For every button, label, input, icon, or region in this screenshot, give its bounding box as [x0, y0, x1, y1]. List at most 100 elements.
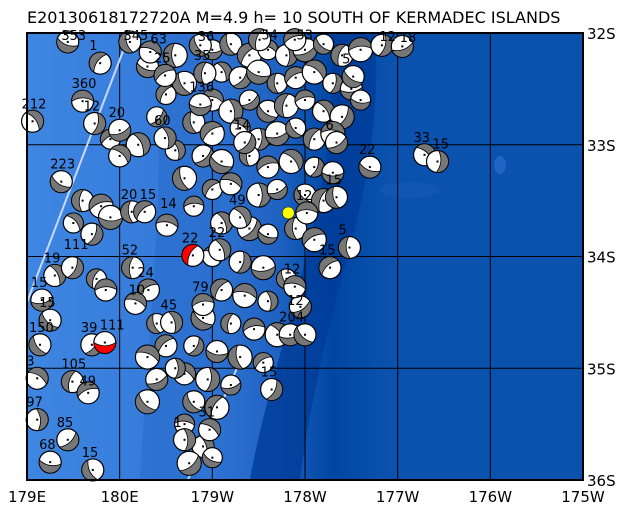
focal-mechanism-beachball[interactable] [201, 178, 223, 201]
focal-mechanism-beachball[interactable] [293, 323, 317, 347]
focal-mechanism-beachball[interactable] [228, 250, 252, 274]
focal-mechanism-beachball[interactable] [341, 64, 365, 89]
focal-mechanism-beachball[interactable] [56, 30, 80, 54]
focal-mechanism-beachball[interactable] [133, 200, 157, 224]
focal-mechanism-beachball[interactable] [28, 333, 52, 357]
focal-mechanism-beachball[interactable] [121, 256, 145, 280]
focal-mechanism-beachball[interactable] [228, 205, 252, 229]
highlighted-beachball[interactable] [181, 243, 205, 267]
focal-mechanism-beachball[interactable] [134, 344, 161, 370]
focal-mechanism-beachball[interactable] [256, 99, 280, 123]
focal-mechanism-beachball[interactable] [60, 370, 85, 394]
focal-mechanism-beachball[interactable] [256, 155, 280, 179]
focal-mechanism-beachball[interactable] [20, 109, 45, 133]
focal-mechanism-beachball[interactable] [232, 283, 258, 309]
focal-mechanism-beachball[interactable] [125, 132, 151, 158]
focal-mechanism-beachball[interactable] [201, 447, 223, 469]
focal-mechanism-beachball[interactable] [324, 185, 349, 209]
focal-mechanism-beachball[interactable] [210, 278, 234, 302]
focal-mechanism-beachball[interactable] [257, 223, 279, 245]
focal-mechanism-beachball[interactable] [324, 130, 349, 155]
focal-mechanism-beachball[interactable] [301, 59, 327, 85]
focal-mechanism-beachball[interactable] [238, 89, 260, 111]
focal-mechanism-beachball[interactable] [153, 63, 177, 88]
focal-mechanism-beachball[interactable] [80, 222, 104, 246]
focal-mechanism-beachball[interactable] [70, 89, 95, 113]
focal-mechanism-beachball[interactable] [266, 72, 288, 94]
focal-mechanism-beachball[interactable] [138, 40, 162, 64]
focal-mechanism-beachball[interactable] [257, 290, 279, 312]
focal-mechanism-beachball[interactable] [242, 317, 266, 341]
focal-mechanism-beachball[interactable] [171, 70, 198, 96]
focal-mechanism-beachball[interactable] [233, 130, 257, 155]
focal-mechanism-beachball[interactable] [164, 357, 186, 379]
focal-mechanism-beachball[interactable] [358, 155, 382, 179]
focal-mechanism-beachball[interactable] [25, 366, 49, 390]
focal-mechanism-beachball[interactable] [183, 195, 205, 217]
focal-mechanism-beachball[interactable] [191, 292, 215, 317]
focal-mechanism-beachball[interactable] [159, 310, 184, 335]
focal-mechanism-beachball[interactable] [155, 213, 179, 237]
focal-mechanism-beachball[interactable] [188, 33, 212, 57]
focal-mechanism-beachball[interactable] [283, 275, 307, 299]
focal-mechanism-beachball[interactable] [60, 256, 85, 280]
focal-mechanism-beachball[interactable] [108, 118, 132, 142]
focal-mechanism-beachball[interactable] [38, 308, 62, 332]
focal-mechanism-beachball[interactable] [88, 51, 112, 75]
focal-mechanism-beachball[interactable] [94, 278, 118, 302]
focal-mechanism-beachball[interactable] [30, 288, 54, 312]
focal-mechanism-beachball[interactable] [153, 126, 177, 150]
focal-mechanism-beachball[interactable] [227, 344, 253, 370]
focal-mechanism-beachball[interactable] [322, 72, 344, 94]
focal-mechanism-beachball[interactable] [250, 255, 276, 281]
focal-mechanism-beachball[interactable] [266, 178, 288, 201]
focal-mechanism-beachball[interactable] [337, 235, 362, 260]
focal-mechanism-beachball[interactable] [176, 450, 202, 476]
focal-mechanism-beachball[interactable] [145, 367, 169, 392]
focal-mechanism-beachball[interactable] [350, 89, 372, 111]
focal-mechanism-beachball[interactable] [154, 334, 178, 358]
highlighted-beachball[interactable] [93, 330, 117, 355]
target-event-marker[interactable] [282, 206, 295, 220]
focal-mechanism-beachball[interactable] [252, 352, 274, 374]
focal-mechanism-beachball[interactable] [193, 61, 217, 85]
focal-mechanism-beachball[interactable] [172, 428, 197, 452]
focal-mechanism-beachball[interactable] [330, 43, 354, 67]
focal-mechanism-beachball[interactable] [108, 144, 132, 168]
focal-mechanism-beachball[interactable] [285, 117, 307, 139]
focal-mechanism-beachball[interactable] [288, 295, 312, 319]
focal-mechanism-beachball[interactable] [348, 37, 374, 63]
focal-mechanism-beachball[interactable] [264, 120, 290, 147]
focal-mechanism-beachball[interactable] [162, 42, 188, 68]
focal-mechanism-beachball[interactable] [302, 127, 326, 151]
focal-mechanism-beachball[interactable] [220, 374, 242, 396]
focal-mechanism-beachball[interactable] [321, 161, 345, 185]
focal-mechanism-beachball[interactable] [219, 32, 243, 56]
focal-mechanism-beachball[interactable] [195, 366, 221, 393]
focal-mechanism-beachball[interactable] [38, 450, 62, 474]
focal-mechanism-beachball[interactable] [123, 291, 148, 316]
focal-mechanism-beachball[interactable] [205, 339, 229, 364]
focal-mechanism-beachball[interactable] [209, 148, 235, 175]
focal-mechanism-beachball[interactable] [295, 201, 319, 225]
focal-mechanism-beachball[interactable] [134, 389, 161, 415]
focal-mechanism-beachball[interactable] [118, 30, 142, 54]
focal-mechanism-beachball[interactable] [220, 312, 242, 335]
focal-mechanism-beachball[interactable] [303, 156, 325, 178]
focal-mechanism-beachball[interactable] [425, 149, 450, 174]
focal-mechanism-beachball[interactable] [182, 390, 206, 414]
focal-mechanism-beachball[interactable] [155, 83, 177, 106]
focal-mechanism-beachball[interactable] [273, 93, 300, 119]
focal-mechanism-beachball[interactable] [97, 204, 124, 230]
focal-mechanism-beachball[interactable] [312, 33, 335, 55]
focal-mechanism-beachball[interactable] [199, 120, 225, 147]
focal-mechanism-beachball[interactable] [204, 394, 230, 420]
focal-mechanism-beachball[interactable] [56, 428, 80, 452]
focal-mechanism-beachball[interactable] [294, 89, 316, 111]
focal-mechanism-beachball[interactable] [49, 170, 73, 194]
focal-mechanism-beachball[interactable] [146, 106, 168, 128]
focal-mechanism-beachball[interactable] [62, 212, 84, 234]
focal-mechanism-beachball[interactable] [278, 148, 304, 175]
focal-mechanism-beachball[interactable] [208, 238, 232, 262]
focal-mechanism-beachball[interactable] [246, 59, 272, 85]
